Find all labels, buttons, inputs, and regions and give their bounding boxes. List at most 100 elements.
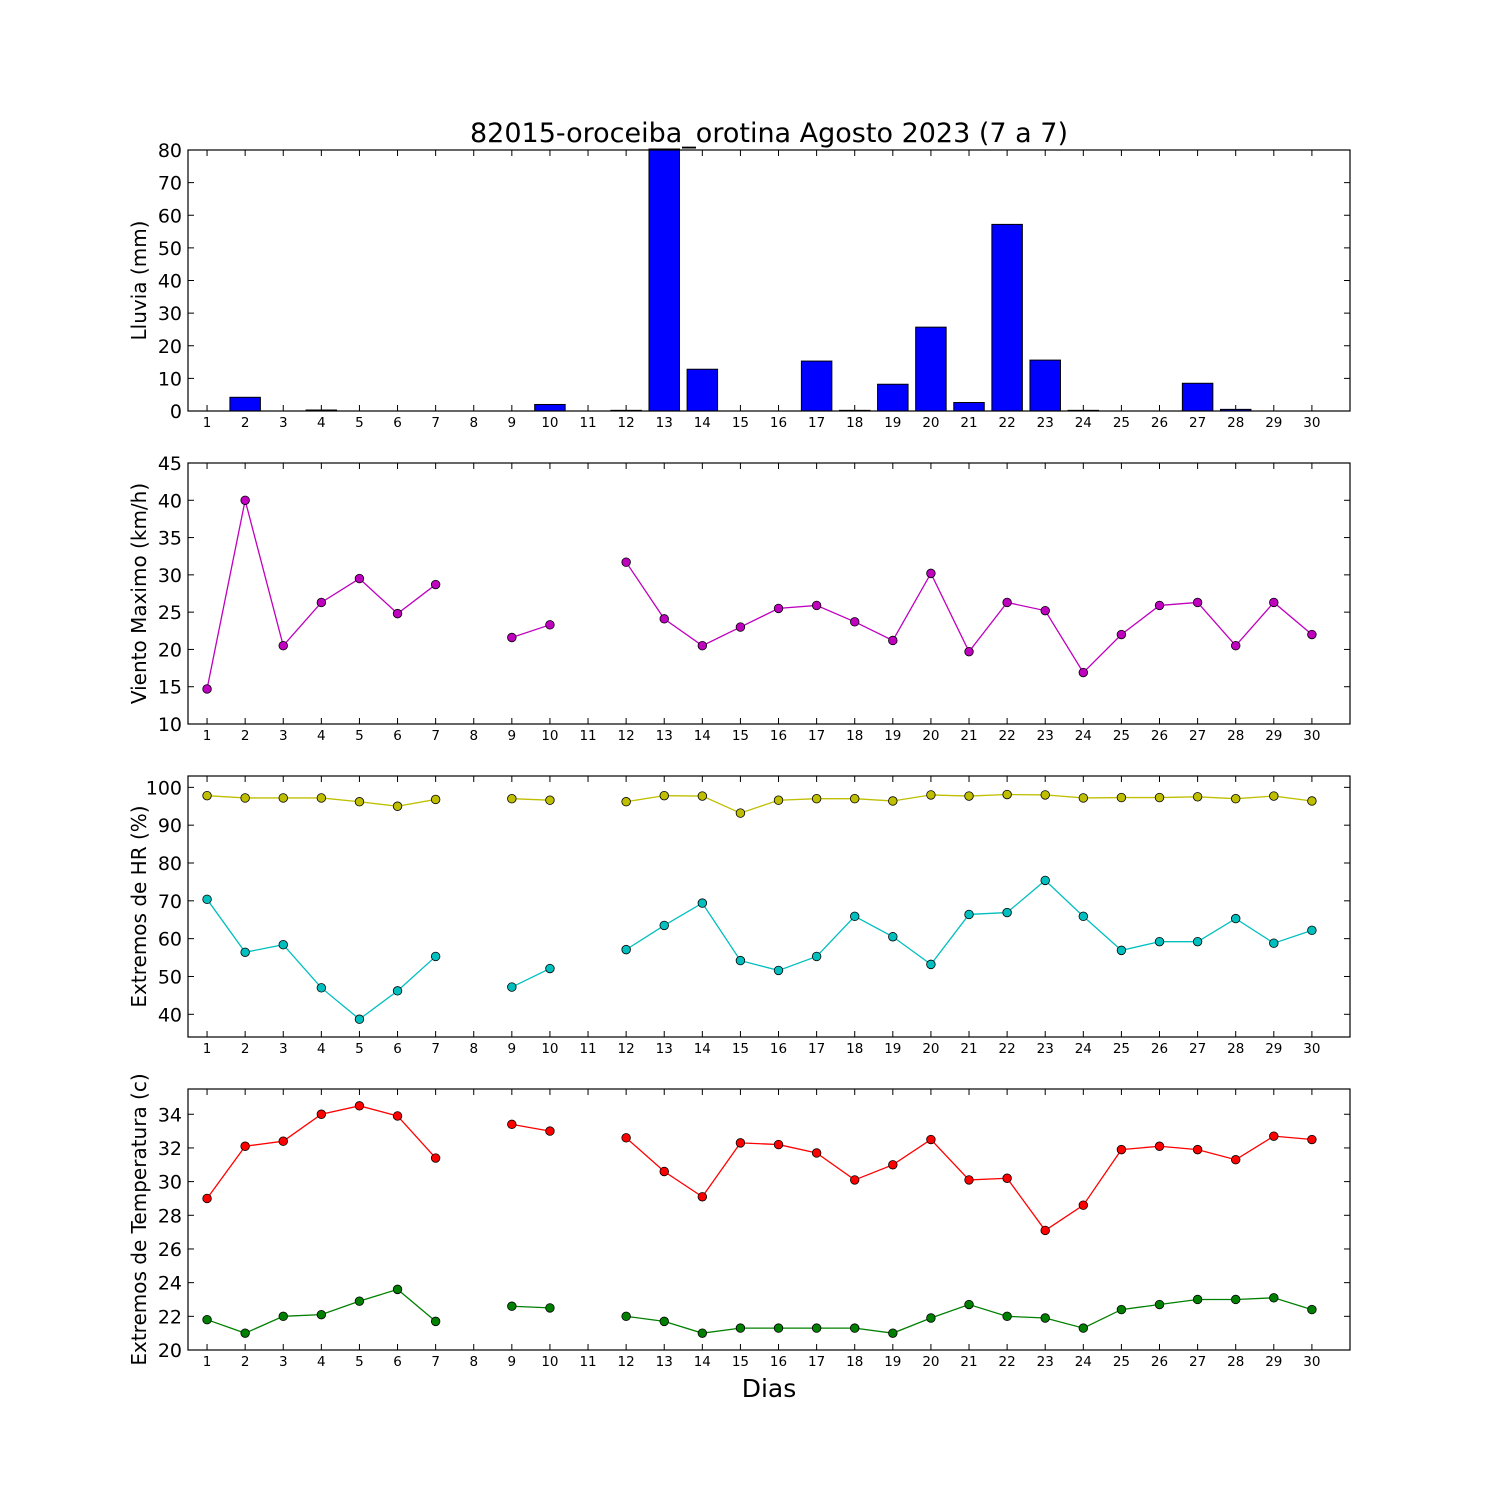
data-point [1307, 1304, 1317, 1315]
y-tick-label: 70 [158, 173, 182, 195]
data-point [1116, 1144, 1127, 1155]
data-point [240, 947, 250, 957]
data-point [1154, 1141, 1165, 1151]
data-point [964, 791, 974, 801]
x-tick-label: 21 [960, 728, 977, 744]
data-point [1078, 793, 1089, 803]
series-line [511, 798, 550, 801]
data-point [354, 1014, 365, 1024]
data-point [1269, 938, 1279, 948]
data-point [621, 797, 631, 807]
data-point [1154, 936, 1165, 947]
series-line [511, 967, 551, 988]
data-point [278, 1136, 288, 1146]
data-point [1116, 629, 1127, 640]
x-tick-label: 10 [541, 415, 558, 431]
data-point [1002, 1173, 1012, 1183]
x-tick-label: 14 [694, 415, 711, 431]
plot-area [202, 789, 1317, 1024]
bar [953, 402, 985, 411]
data-point [964, 909, 974, 920]
data-point [1231, 1294, 1241, 1305]
data-point [202, 684, 212, 694]
x-tick-label: 9 [508, 1354, 517, 1370]
x-tick-label: 24 [1075, 1041, 1092, 1057]
data-point [1192, 1144, 1203, 1155]
plot-area [202, 495, 1317, 694]
y-tick-label: 60 [158, 205, 182, 227]
y-tick-label: 100 [146, 777, 182, 799]
y-axis-label: Lluvia (mm) [127, 221, 151, 341]
data-point [278, 641, 288, 651]
data-point [659, 1166, 669, 1177]
data-point [507, 982, 517, 992]
series-line [511, 1305, 550, 1309]
data-point [202, 1314, 212, 1325]
x-tick-label: 17 [808, 1041, 825, 1057]
data-point [1078, 1323, 1089, 1333]
x-tick-label: 23 [1037, 728, 1054, 744]
data-point [507, 793, 517, 804]
series-line [206, 1105, 437, 1199]
data-point [392, 1111, 403, 1121]
x-tick-label: 6 [393, 728, 402, 744]
x-tick-label: 15 [732, 1041, 749, 1057]
y-tick-label: 26 [158, 1239, 182, 1261]
x-tick-label: 21 [960, 1041, 977, 1057]
x-tick-label: 16 [770, 1041, 787, 1057]
x-tick-label: 13 [656, 728, 673, 744]
data-point [811, 1323, 822, 1333]
data-point [545, 1126, 555, 1136]
y-tick-label: 30 [158, 303, 182, 325]
data-point [1307, 796, 1317, 806]
x-tick-label: 9 [508, 1041, 517, 1057]
data-point [1192, 1294, 1203, 1305]
data-point [659, 614, 669, 624]
data-point [316, 1109, 327, 1119]
x-tick-label: 24 [1075, 1354, 1092, 1370]
data-point [735, 955, 746, 966]
data-point [316, 793, 327, 803]
data-point [430, 951, 441, 962]
data-point [392, 801, 403, 811]
y-tick-label: 20 [158, 336, 182, 358]
data-point [1231, 793, 1241, 804]
bar [877, 383, 909, 411]
y-tick-label: 28 [158, 1205, 182, 1227]
data-point [888, 635, 898, 646]
bar [915, 326, 947, 411]
x-tick-label: 2 [241, 1354, 250, 1370]
x-tick-label: 6 [393, 1354, 402, 1370]
x-tick-label: 19 [884, 728, 901, 744]
data-point [773, 1323, 784, 1333]
data-point [850, 617, 860, 627]
x-tick-label: 13 [656, 415, 673, 431]
x-tick-label: 10 [541, 1354, 558, 1370]
y-tick-label: 90 [158, 815, 182, 837]
x-tick-label: 14 [694, 1041, 711, 1057]
data-point [507, 632, 517, 643]
data-point [621, 1311, 631, 1322]
data-point [773, 965, 784, 976]
x-tick-label: 26 [1151, 1041, 1168, 1057]
x-tick-label: 25 [1113, 1041, 1130, 1057]
x-tick-label: 25 [1113, 1354, 1130, 1370]
x-tick-label: 29 [1265, 1041, 1282, 1057]
data-point [926, 1313, 936, 1323]
axes-frame [187, 775, 1351, 1038]
data-point [850, 911, 860, 922]
data-point [354, 797, 365, 807]
x-tick-label: 20 [922, 1041, 939, 1057]
x-tick-label: 26 [1151, 1354, 1168, 1370]
axes-frame [187, 1088, 1351, 1351]
x-tick-label: 20 [922, 415, 939, 431]
data-point [1269, 791, 1279, 801]
data-point [1269, 1293, 1279, 1303]
axes-frame [187, 149, 1351, 412]
y-tick-label: 10 [158, 368, 182, 390]
data-point [545, 795, 555, 805]
data-point [811, 1148, 822, 1158]
